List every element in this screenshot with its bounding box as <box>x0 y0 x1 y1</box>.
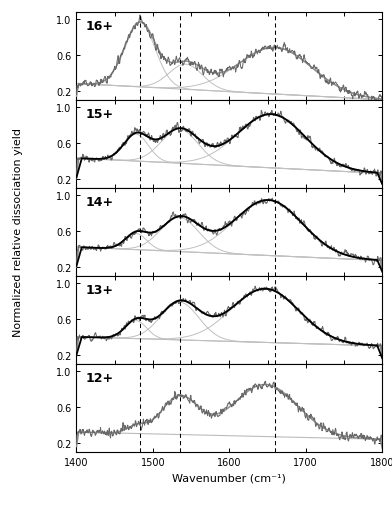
Text: Normalized relative dissociation yield: Normalized relative dissociation yield <box>13 128 23 337</box>
Text: 13+: 13+ <box>85 283 114 296</box>
Text: 15+: 15+ <box>85 108 114 121</box>
Text: 12+: 12+ <box>85 371 114 384</box>
X-axis label: Wavenumber (cm⁻¹): Wavenumber (cm⁻¹) <box>172 472 286 482</box>
Text: 14+: 14+ <box>85 195 114 209</box>
Text: 16+: 16+ <box>85 20 114 33</box>
